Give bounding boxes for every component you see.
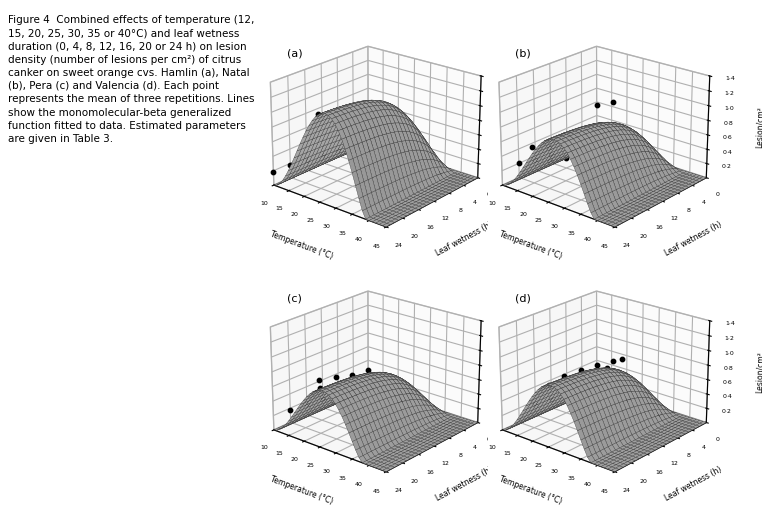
X-axis label: Temperature (°C): Temperature (°C) bbox=[270, 230, 335, 261]
Text: (d): (d) bbox=[515, 293, 531, 302]
Text: (b): (b) bbox=[515, 48, 531, 58]
Y-axis label: Leaf wetness (h): Leaf wetness (h) bbox=[434, 464, 495, 502]
Text: (c): (c) bbox=[287, 293, 302, 302]
Y-axis label: Leaf wetness (h): Leaf wetness (h) bbox=[663, 464, 723, 502]
X-axis label: Temperature (°C): Temperature (°C) bbox=[270, 474, 335, 505]
X-axis label: Temperature (°C): Temperature (°C) bbox=[498, 474, 563, 505]
Y-axis label: Leaf wetness (h): Leaf wetness (h) bbox=[663, 220, 723, 258]
X-axis label: Temperature (°C): Temperature (°C) bbox=[498, 230, 563, 261]
Y-axis label: Leaf wetness (h): Leaf wetness (h) bbox=[434, 220, 495, 258]
Text: Figure 4  Combined effects of temperature (12,
15, 20, 25, 30, 35 or 40°C) and l: Figure 4 Combined effects of temperature… bbox=[8, 15, 254, 144]
Text: (a): (a) bbox=[287, 48, 303, 58]
